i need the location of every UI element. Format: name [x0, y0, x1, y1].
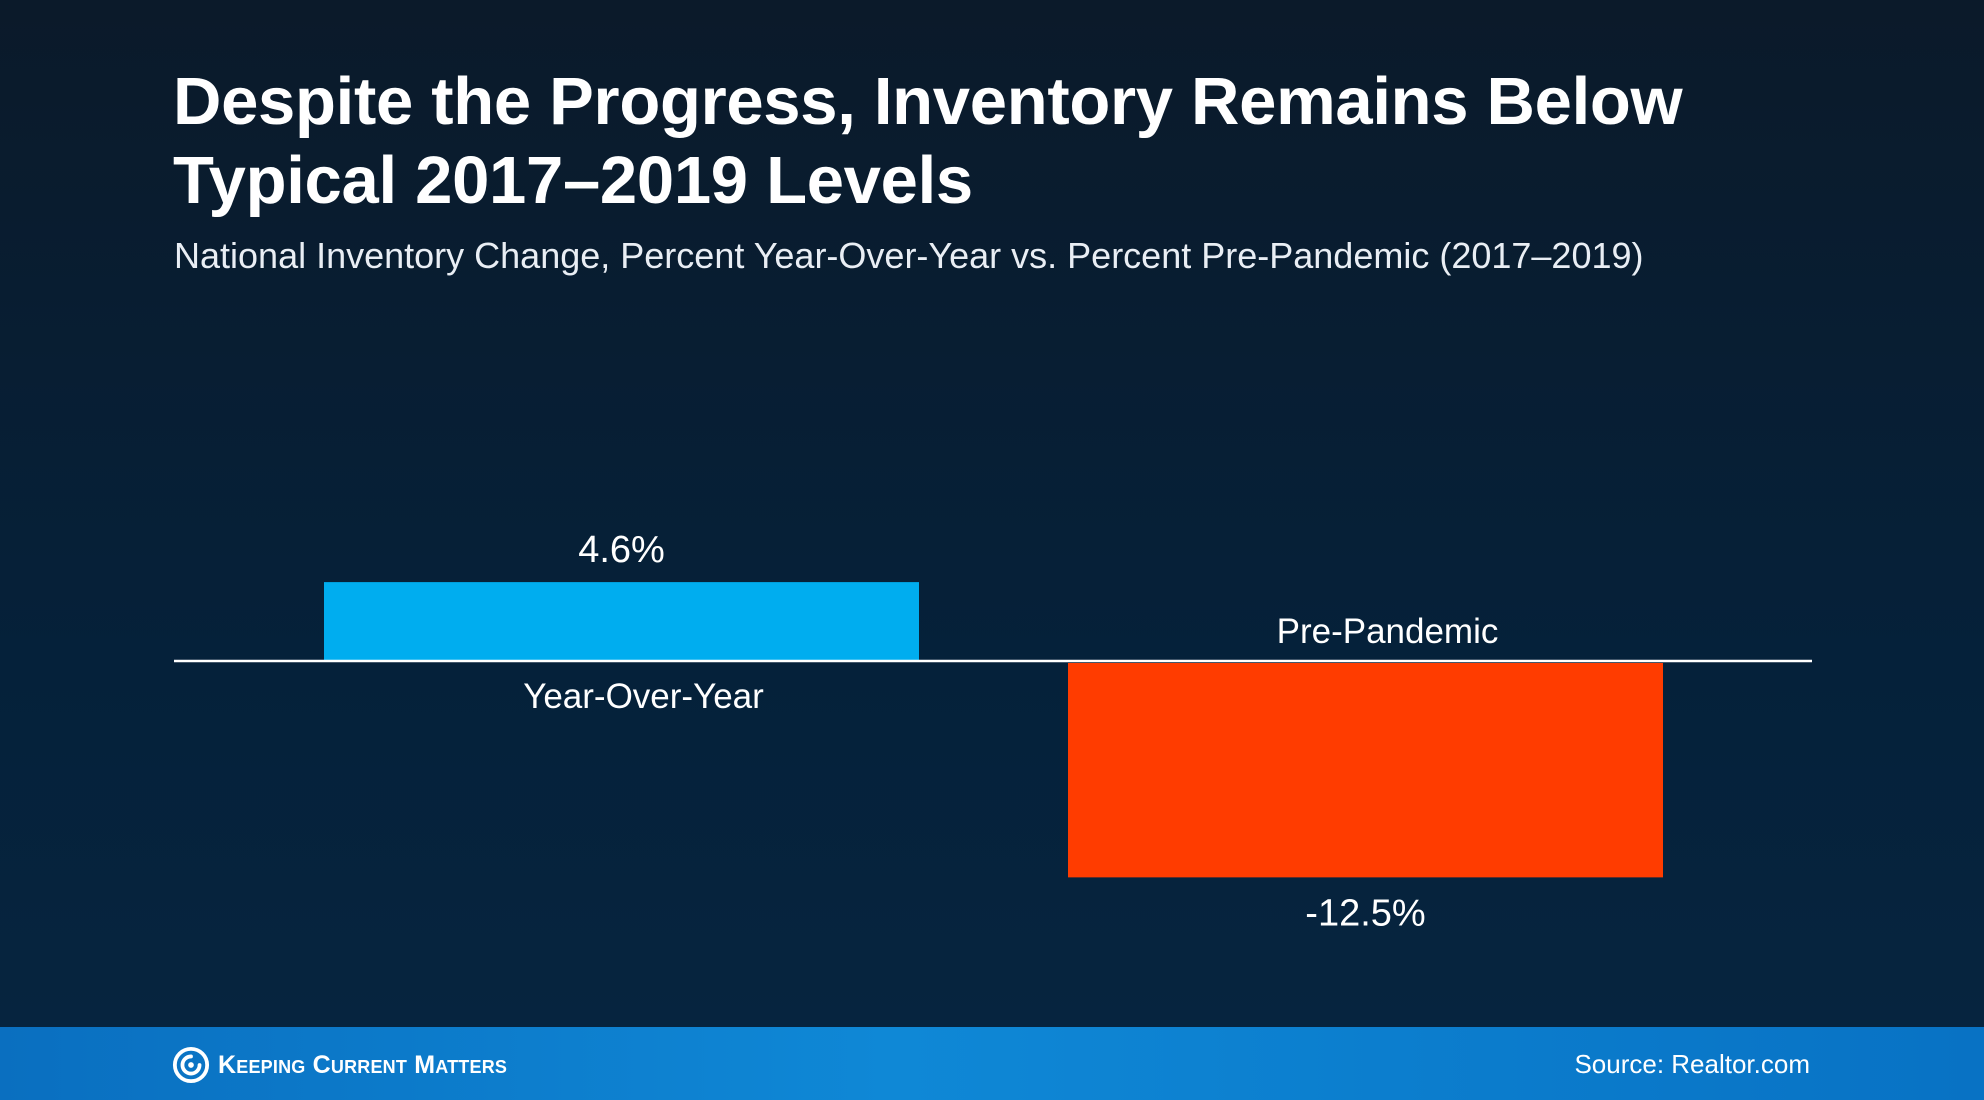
category-label-pre-pandemic: Pre-Pandemic: [1277, 612, 1499, 651]
chart-title: Despite the Progress, Inventory Remains …: [173, 62, 1873, 220]
bar-pre-pandemic: [1068, 663, 1663, 878]
source-credit: Source: Realtor.com: [1574, 1049, 1810, 1079]
data-label-year-over-year: 4.6%: [578, 529, 665, 571]
bar-year-over-year: [324, 582, 919, 661]
footer-bar: Keeping Current Matters Source: Realtor.…: [0, 1027, 1984, 1100]
bar-chart: 4.6% Year-Over-Year -12.5% Pre-Pandemic: [324, 529, 1663, 934]
brand-logo: Keeping Current Matters: [172, 1045, 507, 1085]
swirl-logo-icon: [172, 1046, 210, 1084]
data-label-pre-pandemic: -12.5%: [1305, 892, 1425, 934]
chart-subtitle: National Inventory Change, Percent Year-…: [174, 235, 1644, 276]
brand-name: Keeping Current Matters: [218, 1050, 508, 1079]
category-label-year-over-year: Year-Over-Year: [523, 677, 764, 716]
chart-title-line-1: Despite the Progress, Inventory Remains …: [173, 64, 1683, 139]
chart-title-line-2: Typical 2017–2019 Levels: [173, 143, 973, 218]
